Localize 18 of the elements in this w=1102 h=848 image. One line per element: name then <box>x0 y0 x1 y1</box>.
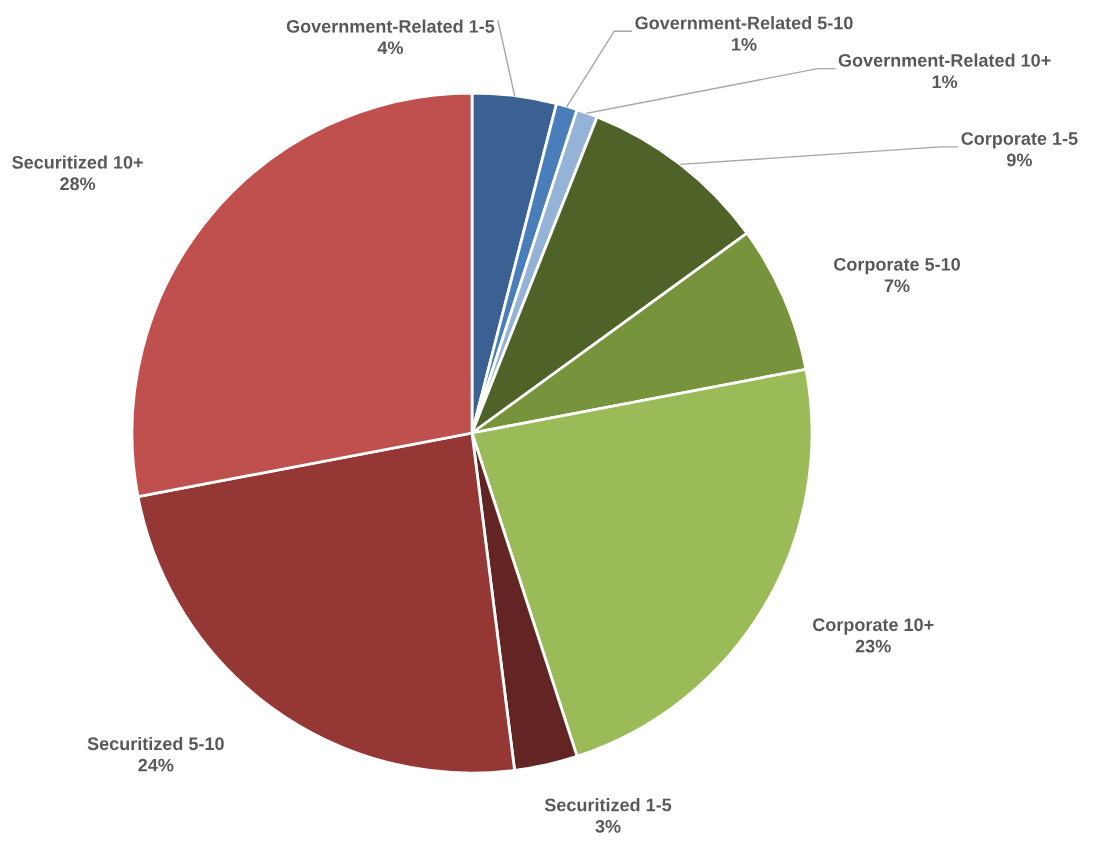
slice-label: Securitized 10+ <box>12 155 143 169</box>
data-label: 1% <box>932 75 958 89</box>
data-label: 28% <box>60 177 96 191</box>
slice-label: Government-Related 1-5 <box>286 19 495 33</box>
data-label: 9% <box>1006 153 1032 167</box>
slice-label: Securitized 5-10 <box>87 736 224 751</box>
slice-label: Government-Related 5-10 <box>635 16 853 30</box>
slice-label: Securitized 1-5 <box>544 798 672 812</box>
data-label: 7% <box>884 279 910 293</box>
slice-label: Corporate 5-10 <box>834 257 960 275</box>
data-label: 24% <box>138 758 174 772</box>
data-label: 23% <box>855 639 891 653</box>
data-label: 3% <box>595 819 621 833</box>
slice-label: Government-Related 10+ <box>838 53 1051 67</box>
data-label: 4% <box>377 41 403 55</box>
slice-label: Corporate 1-5 <box>961 132 1078 149</box>
data-label: 1% <box>732 38 757 51</box>
slice-label: Corporate 10+ <box>812 618 934 635</box>
